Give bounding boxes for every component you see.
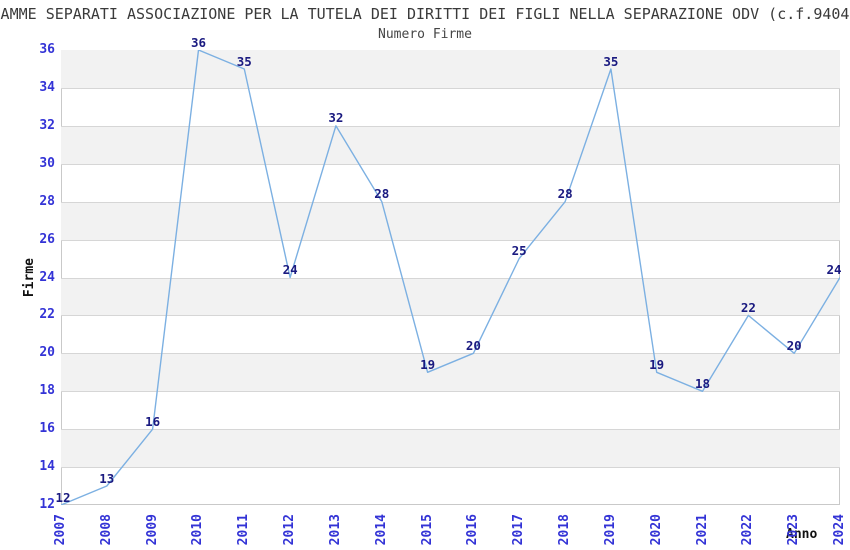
data-label: 20: [786, 337, 802, 353]
x-tick-label: 2016: [465, 514, 481, 546]
grid-line: [61, 391, 840, 392]
data-label: 28: [557, 186, 573, 202]
data-label: 20: [465, 337, 481, 353]
y-tick-label: 12: [39, 497, 55, 512]
y-tick-label: 32: [39, 117, 55, 133]
data-label: 22: [740, 299, 756, 315]
grid-band: [61, 50, 840, 88]
x-tick-label: 2017: [511, 514, 527, 546]
y-tick-label: 24: [39, 269, 55, 285]
y-tick-label: 22: [39, 307, 55, 323]
grid-line: [61, 240, 840, 241]
y-tick-label: 34: [39, 79, 55, 95]
data-label: 16: [145, 413, 161, 429]
grid-band: [61, 277, 840, 316]
data-label: 18: [694, 375, 711, 391]
grid-band: [61, 353, 840, 392]
x-tick-label: 2018: [557, 514, 573, 546]
x-tick-label: 2023: [786, 514, 802, 546]
series-svg: [61, 50, 840, 505]
x-tick-label: 2012: [282, 514, 298, 546]
chart-title-row: MAMME SEPARATI ASSOCIAZIONE PER LA TUTEL…: [0, 5, 850, 23]
data-label: 12: [55, 489, 71, 505]
grid-line: [61, 202, 840, 203]
grid-line: [61, 429, 840, 430]
y-tick-label: 28: [39, 193, 55, 209]
data-label: 19: [420, 356, 436, 372]
y-tick-label: 26: [39, 231, 55, 247]
x-tick-label: 2010: [190, 514, 206, 546]
chart-subtitle: Numero Firme: [378, 27, 472, 42]
x-tick-label: 2019: [602, 514, 618, 546]
y-tick-label: 20: [39, 345, 55, 361]
x-tick-label: 2022: [740, 514, 756, 546]
grid-line: [61, 278, 840, 279]
x-tick-label: 2013: [327, 514, 343, 546]
x-tick-label: 2008: [98, 514, 114, 546]
series-line: [61, 50, 840, 505]
grid-line: [61, 88, 840, 89]
x-tick-label: 2024: [832, 514, 847, 546]
y-tick-label: 30: [39, 155, 55, 171]
data-label: 35: [603, 53, 619, 69]
grid-line: [61, 353, 840, 354]
x-axis-title: Anno: [786, 527, 818, 542]
chart-title: MAMME SEPARATI ASSOCIAZIONE PER LA TUTEL…: [0, 5, 850, 23]
grid-band: [61, 201, 840, 240]
data-label: 24: [282, 262, 298, 277]
grid-band: [61, 429, 840, 468]
grid-line: [61, 467, 840, 468]
y-tick-label: 18: [39, 383, 55, 399]
grid-line: [61, 126, 840, 127]
x-tick-label: 2014: [373, 514, 389, 546]
plot-area: [61, 50, 840, 505]
x-tick-label: 2015: [419, 514, 435, 546]
x-tick-label: 2021: [694, 514, 710, 546]
y-tick-label: 36: [39, 42, 55, 57]
grid-band: [61, 125, 840, 164]
data-label: 28: [374, 186, 390, 202]
data-label: 13: [99, 470, 115, 486]
x-tick-label: 2020: [648, 514, 664, 546]
grid-line: [61, 164, 840, 165]
y-tick-label: 14: [39, 459, 55, 475]
data-label: 35: [236, 53, 252, 69]
data-label: 19: [649, 356, 665, 372]
grid-line: [61, 315, 840, 316]
x-tick-label: 2011: [236, 514, 252, 546]
y-tick-label: 16: [39, 421, 55, 437]
x-tick-label: 2007: [53, 514, 68, 546]
data-label: 24: [826, 262, 842, 277]
data-label: 32: [328, 110, 344, 126]
data-label: 36: [190, 34, 207, 50]
x-tick-label: 2009: [144, 514, 160, 546]
data-label: 25: [511, 243, 527, 258]
